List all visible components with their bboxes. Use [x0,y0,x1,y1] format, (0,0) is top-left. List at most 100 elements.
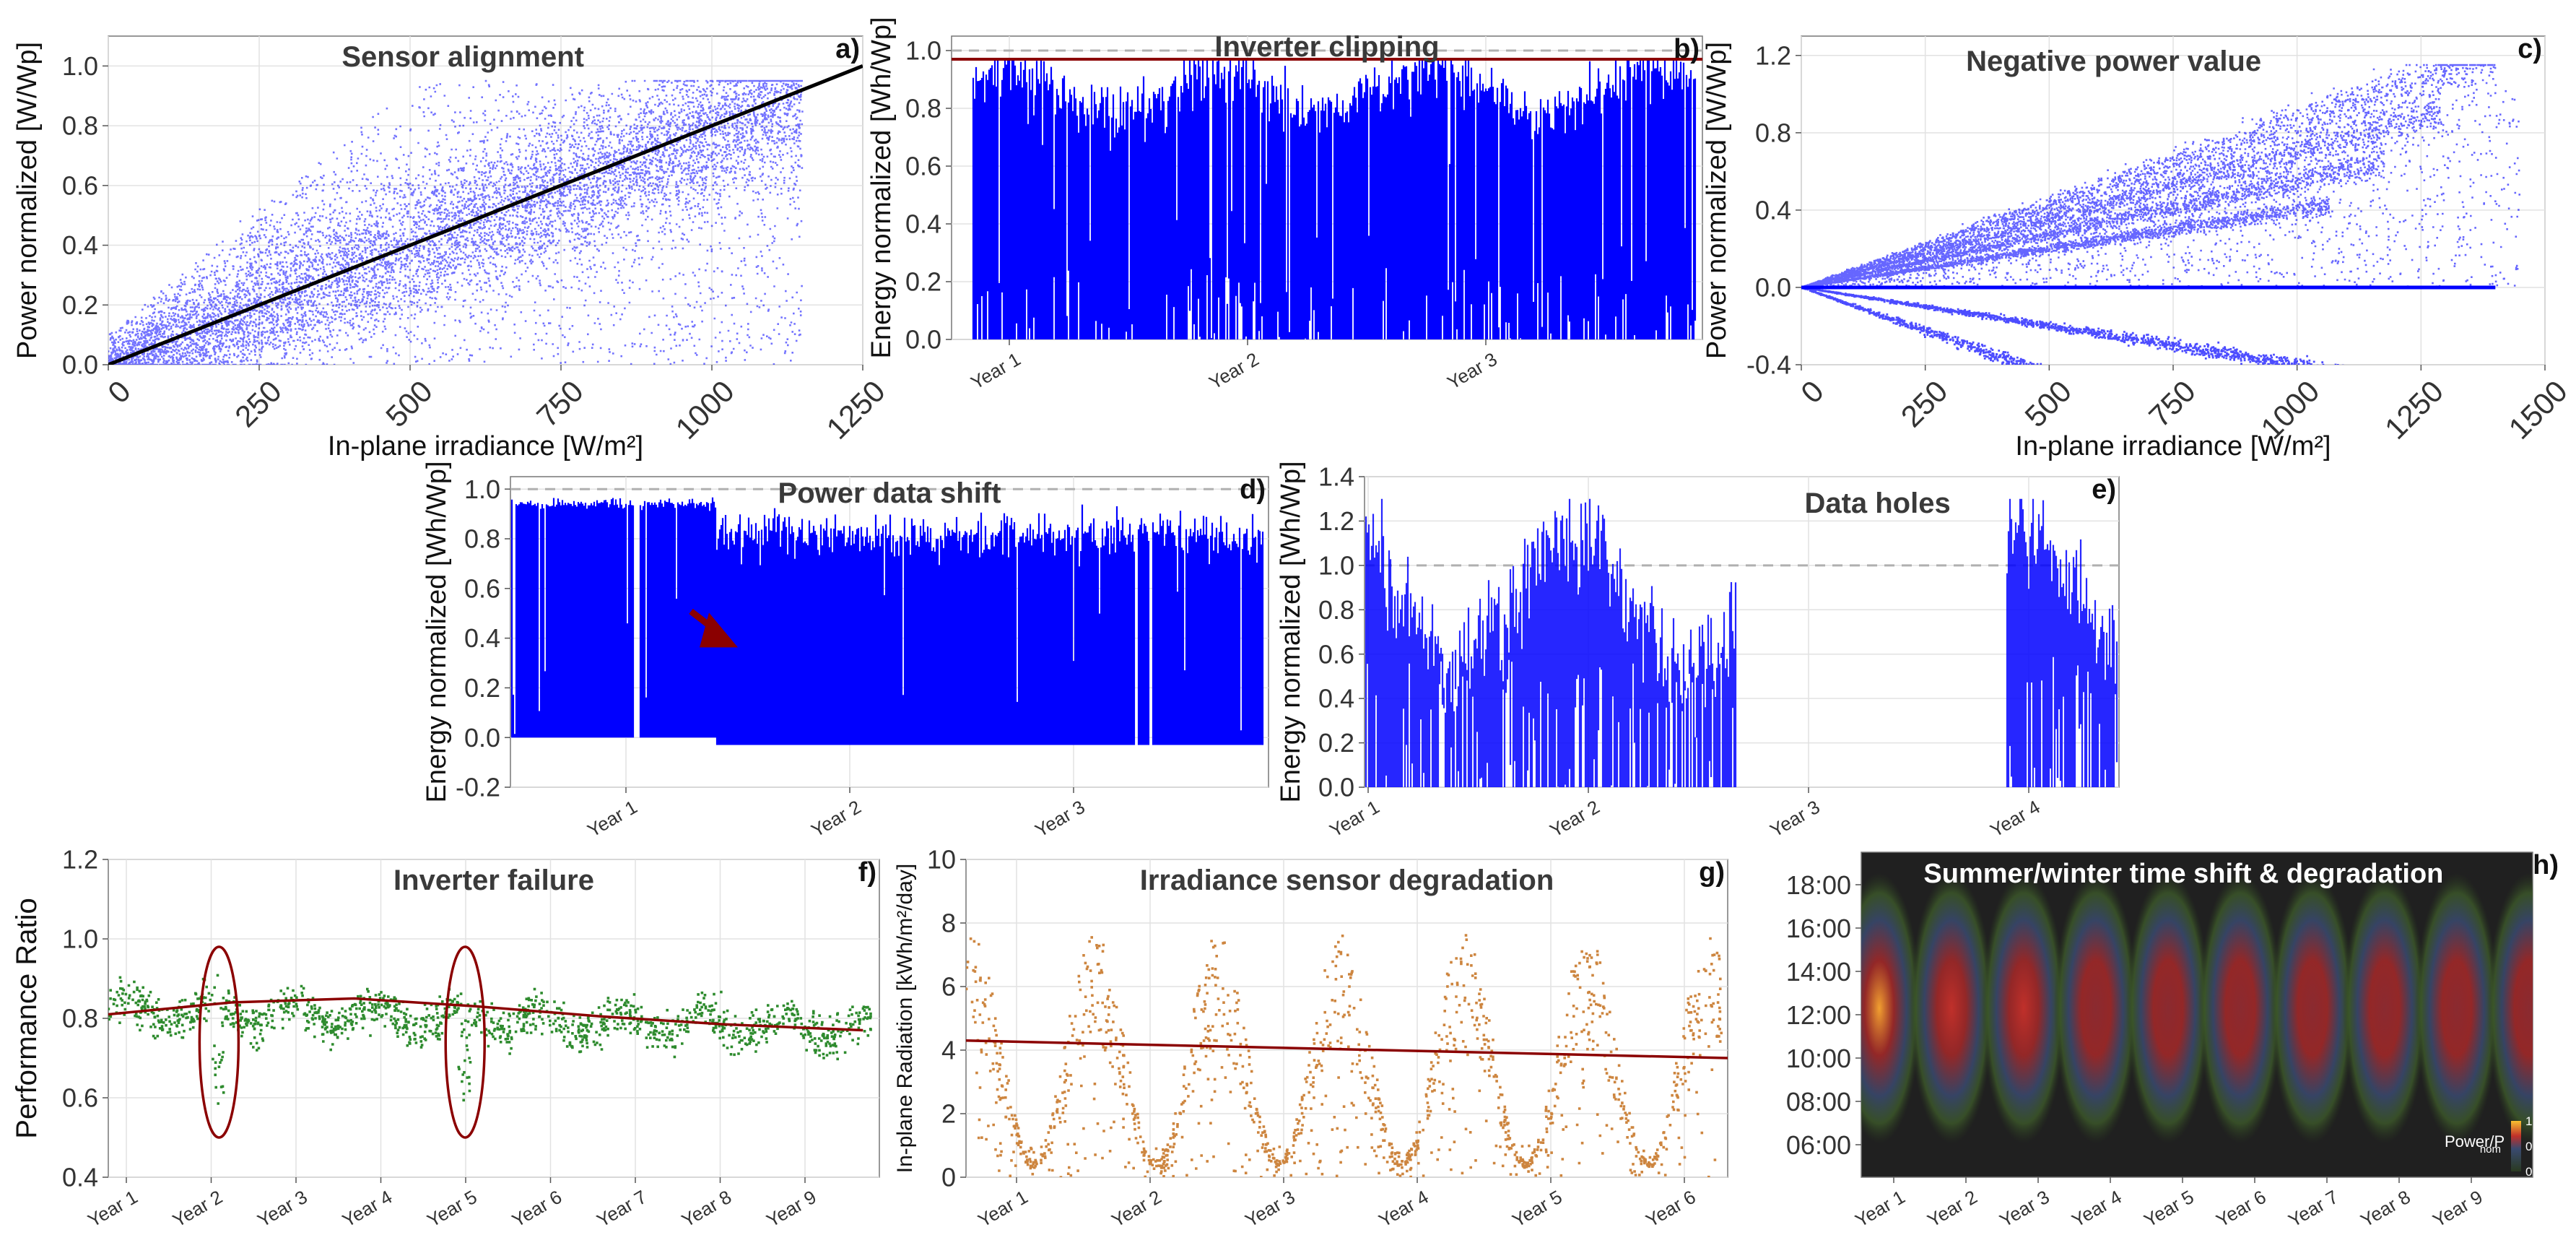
panel-a: 0.0 0.2 0.4 0.6 0.8 1.0 0 250 500 750 1000 1250 In-p… [12,34,892,462]
x-tick-label: 1500 [2502,374,2574,446]
energy-bars [1365,498,2118,787]
heat-blob [2054,872,2138,1144]
heat-blob [2415,872,2499,1144]
x-tick-label: Year 6 [508,1186,565,1231]
y-tick-label: 0.4 [1755,195,1791,225]
panel-tag: c) [2518,34,2542,64]
x-tick-label: 750 [530,374,590,434]
y-tick-label: 2 [941,1099,956,1129]
x-tick-label: 250 [228,374,288,434]
panel-d: -0.2 0.0 0.2 0.4 0.6 0.8 1.0 Year 1 Year 2 Year 3… [422,461,1269,841]
y-tick-label: 6 [941,972,956,1002]
y-tick-label: 0.8 [905,94,941,124]
marks [966,934,1728,1177]
y-tick-label: 1.2 [1755,40,1791,70]
y-axis-label: Performance Ratio [11,898,43,1138]
x-tick-label: 1250 [820,374,892,446]
x-tick-label: Year 6 [2212,1186,2269,1231]
y-tick-label: 0.2 [62,290,98,320]
x-tick-label: Year 4 [1375,1186,1432,1231]
plot-area [108,35,863,365]
scatter-points [966,934,1723,1177]
negative-points [1801,286,2344,365]
x-tick-label: Year 3 [253,1186,310,1231]
y-tick-label: 0.8 [1755,118,1791,147]
plot-area [1364,476,2120,788]
y-tick-label: 10 [927,845,956,875]
chart-title: Sensor alignment [341,41,584,73]
chart-title: Irradiance sensor degradation [1140,864,1554,896]
y-tick-label: -0.4 [1746,350,1791,380]
chart-title: Inverter clipping [1214,31,1439,63]
y-tick-label: 1.2 [1318,506,1354,536]
y-tick-label: 0.6 [62,1083,98,1113]
marks [510,488,1269,745]
y-tick-label: 0.8 [1318,595,1354,625]
x-tick-label: Year 4 [2068,1186,2125,1231]
x-tick-label: Year 3 [1996,1186,2053,1231]
panel-tag: g) [1699,857,1725,888]
colorbar-tick-label: 1.00 [2525,1114,2549,1128]
marks [1861,872,2533,1144]
reference-line [108,64,863,365]
colorbar-bar [2511,1121,2521,1171]
x-tick-label: Year 3 [1241,1186,1298,1231]
y-tick-label: 0.2 [1318,728,1354,758]
colorbar-label-sub: nom [2480,1143,2501,1156]
panel-e: 0.0 0.2 0.4 0.6 0.8 1.0 1.2 1.4 Year 1 Year 2 Year… [1276,461,2120,841]
y-tick-label: 08:00 [1786,1087,1851,1117]
chart-title: Inverter failure [393,864,594,896]
x-tick-label: Year 2 [1546,796,1603,841]
x-tick-label: Year 3 [1766,796,1823,841]
x-tick-label: Year 9 [2429,1186,2486,1231]
shift-arrow-head [700,612,738,648]
marks [1365,498,2119,787]
y-tick-label: 8 [941,909,956,938]
panel-tag: b) [1674,34,1700,64]
y-tick-label: 1.2 [62,845,98,875]
x-tick-label: Year 1 [967,348,1024,394]
x-tick-label: Year 8 [2357,1186,2414,1231]
x-tick-label: Year 9 [762,1186,819,1231]
x-tick-label: Year 2 [169,1186,226,1231]
x-tick-label: Year 3 [1443,348,1500,394]
failure-ellipse [198,945,240,1139]
panel-c: -0.40.00.40.81.20 250 500 750 1000 1250 1500In… [1702,34,2574,462]
x-tick-label: Year 6 [1642,1186,1699,1231]
x-tick-label: Year 2 [1108,1186,1165,1231]
x-tick-label: 250 [1894,374,1954,434]
trend-line [108,997,863,1032]
heat-blob [2343,872,2427,1144]
y-tick-label: 0 [941,1163,956,1192]
y-tick-label: 0.0 [464,723,500,753]
x-tick-label: 0 [1794,374,1830,410]
y-tick-label: 06:00 [1786,1130,1851,1160]
y-tick-label: 0.0 [905,325,941,355]
y-tick-label: 1.0 [905,36,941,66]
x-tick-label: Year 1 [1851,1186,1908,1231]
y-tick-label: 0.0 [1318,773,1354,802]
x-tick-label: Year 4 [339,1186,396,1231]
colorbar-label: Power/P [2445,1132,2505,1150]
x-tick-label: Year 1 [583,796,640,841]
x-tick-label: Year 5 [2140,1186,2197,1231]
y-tick-label: 1.0 [62,51,98,81]
y-tick-label: 1.0 [464,474,500,504]
y-tick-label: 12:00 [1786,1000,1851,1030]
chart-title: Power data shift [778,477,1001,509]
y-axis-label: In-plane Radiation [kWh/m²/day] [893,864,917,1174]
y-tick-label: 10:00 [1786,1044,1851,1073]
x-tick-label: Year 2 [807,796,864,841]
panel-f: 0.4 0.6 0.8 1.0 1.2 Year 1 Year 2 Year 3 Year 4 Y… [11,845,880,1231]
y-tick-label: 0.6 [62,170,98,200]
y-tick-label: 1.4 [1318,462,1354,492]
panel-tag: d) [1240,474,1266,505]
y-tick-label: 14:00 [1786,957,1851,987]
panel-tag: e) [2092,474,2116,505]
y-tick-label: 16:00 [1786,914,1851,943]
x-tick-label: Year 2 [1205,348,1262,394]
y-tick-label: 0.4 [1318,684,1354,714]
y-tick-label: 0.8 [62,111,98,141]
y-tick-label: 1.0 [62,924,98,954]
x-tick-label: Year 7 [593,1186,650,1231]
